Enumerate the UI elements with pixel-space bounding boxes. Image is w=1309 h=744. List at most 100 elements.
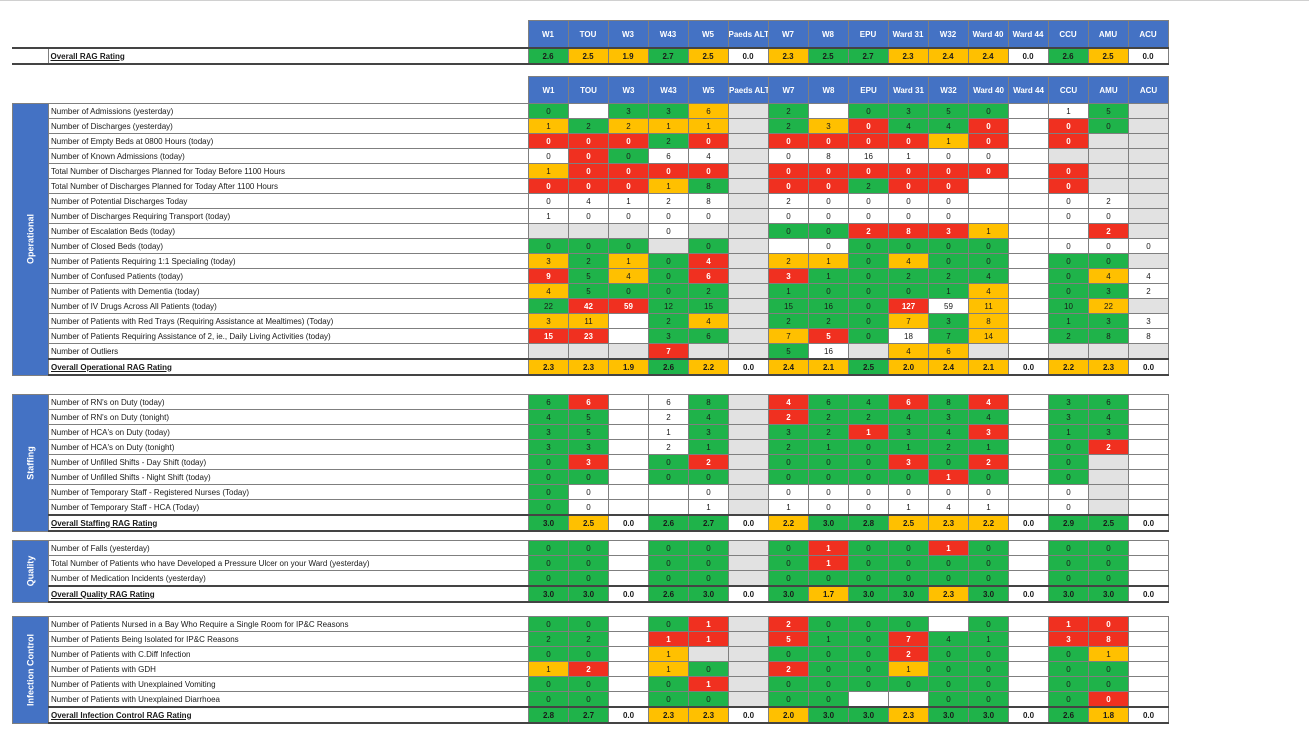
row-label: Number of Patients with GDH	[48, 661, 529, 677]
rag-cell: 3	[768, 268, 809, 284]
rag-cell: 0	[808, 484, 849, 500]
rag-cell: 0	[968, 133, 1009, 149]
rag-cell: 1.7	[808, 585, 849, 603]
rag-cell: 0	[1088, 555, 1129, 571]
table-row: Number of Confused Patients (today) 9 5 4 0 6…	[13, 268, 1169, 284]
rag-cell	[1008, 570, 1049, 587]
rag-cell: 2.7	[688, 514, 729, 532]
rag-cell: 0	[848, 570, 889, 587]
rag-cell	[848, 343, 889, 360]
rag-cell: 0	[968, 661, 1009, 677]
rag-cell: 0	[768, 570, 809, 587]
rag-cell: 22	[1088, 298, 1129, 314]
rag-cell: 0	[608, 208, 649, 224]
rag-cell: 0	[768, 178, 809, 194]
rag-cell	[728, 103, 769, 119]
rag-cell: 0	[848, 499, 889, 516]
rag-cell: 5	[928, 103, 969, 119]
rag-cell	[648, 499, 689, 516]
rag-cell	[608, 409, 649, 425]
rag-cell: 8	[968, 313, 1009, 329]
rag-cell: 0	[968, 118, 1009, 134]
table-row: Number of Closed Beds (today) 0 0 0 0 0 0 0 0 0 0 0…	[13, 238, 1169, 254]
rag-cell: 0	[968, 676, 1009, 692]
rag-cell: 0	[528, 103, 569, 119]
rag-cell: 0	[528, 691, 569, 708]
overall-section-row: Overall Quality RAG Rating 3.0 3.0 0.0 2.6 3.…	[13, 585, 1169, 603]
rag-cell: 0.0	[608, 585, 649, 603]
rag-cell: 1	[848, 424, 889, 440]
rag-cell: 3	[888, 103, 929, 119]
rag-cell: 2	[768, 439, 809, 455]
rag-cell: 0	[928, 555, 969, 571]
column-header: Ward 44	[1007, 20, 1049, 49]
rag-cell: 0	[848, 469, 889, 485]
row-label: Overall RAG Rating	[47, 47, 529, 65]
rag-cell	[528, 343, 569, 360]
column-header: W32	[928, 76, 969, 104]
rag-cell: 0	[968, 555, 1009, 571]
rag-cell	[608, 631, 649, 647]
rag-cell: 3	[928, 409, 969, 425]
column-header: ACU	[1127, 20, 1169, 49]
rag-cell: 6	[688, 268, 729, 284]
rag-cell: 0	[608, 238, 649, 254]
row-label: Number of Patients Nursed in a Bay Who R…	[48, 616, 529, 632]
rag-cell: 0	[848, 313, 889, 329]
rag-cell	[728, 298, 769, 314]
rag-cell: 0	[688, 208, 729, 224]
rag-cell: 0	[848, 238, 889, 254]
rag-cell: 3	[528, 253, 569, 269]
rag-cell: 2	[1088, 193, 1129, 209]
rag-cell	[1128, 103, 1169, 119]
rag-cell: 0	[808, 223, 849, 239]
rag-cell	[1048, 148, 1089, 164]
rag-cell: 0	[528, 616, 569, 632]
rag-cell: 0	[768, 163, 809, 179]
rag-cell: 2	[848, 223, 889, 239]
rag-cell: 7	[888, 313, 929, 329]
rag-cell: 2.5	[807, 47, 849, 65]
rag-cell: 5	[808, 328, 849, 344]
rag-cell: 3.0	[1088, 585, 1129, 603]
rag-cell	[1128, 298, 1169, 314]
rag-cell: 2	[768, 616, 809, 632]
row-label: Number of Known Admissions (today)	[48, 148, 529, 164]
rag-cell: 0	[888, 469, 929, 485]
rag-cell: 0	[568, 555, 609, 571]
column-header: AMU	[1088, 76, 1129, 104]
table-row: Number of Temporary Staff - HCA (Today) 0…	[13, 499, 1169, 516]
rag-cell: 7	[768, 328, 809, 344]
rag-cell: 3.0	[528, 585, 569, 603]
rag-cell: 2.3	[928, 514, 969, 532]
rag-cell	[728, 454, 769, 470]
row-label: Total Number of Discharges Planned for T…	[48, 178, 529, 194]
rag-cell: 2.9	[1048, 514, 1089, 532]
rag-cell: 0.0	[728, 358, 769, 376]
rag-cell: 0	[1088, 661, 1129, 677]
rag-cell: 0	[968, 469, 1009, 485]
rag-cell	[1008, 555, 1049, 571]
rag-cell: 2	[608, 118, 649, 134]
rag-cell	[968, 208, 1009, 224]
rag-cell: 0.0	[1128, 358, 1169, 376]
rag-cell: 0	[848, 193, 889, 209]
rag-cell: 2	[688, 283, 729, 299]
table-row: Number of Discharges (yesterday) 1 2 2 1 1 2 3 0…	[13, 118, 1169, 134]
rag-cell: 0	[888, 676, 929, 692]
rag-cell: 0	[1088, 208, 1129, 224]
rag-cell: 0	[688, 163, 729, 179]
row-label: Number of Discharges (yesterday)	[48, 118, 529, 134]
column-header: W43	[648, 76, 689, 104]
rag-cell: 3.0	[848, 585, 889, 603]
rag-cell: 0	[848, 484, 889, 500]
rag-cell: 0	[1048, 555, 1089, 571]
rag-cell	[728, 313, 769, 329]
rag-cell: 1	[968, 439, 1009, 455]
row-label: Total Number of Patients who have Develo…	[48, 555, 529, 571]
rag-cell	[728, 253, 769, 269]
rag-cell: 0	[968, 616, 1009, 632]
rag-cell	[1008, 298, 1049, 314]
rag-cell: 0	[528, 148, 569, 164]
table-row: Number of Escalation Beds (today) 0 0 0 2 8 3 1…	[13, 223, 1169, 239]
